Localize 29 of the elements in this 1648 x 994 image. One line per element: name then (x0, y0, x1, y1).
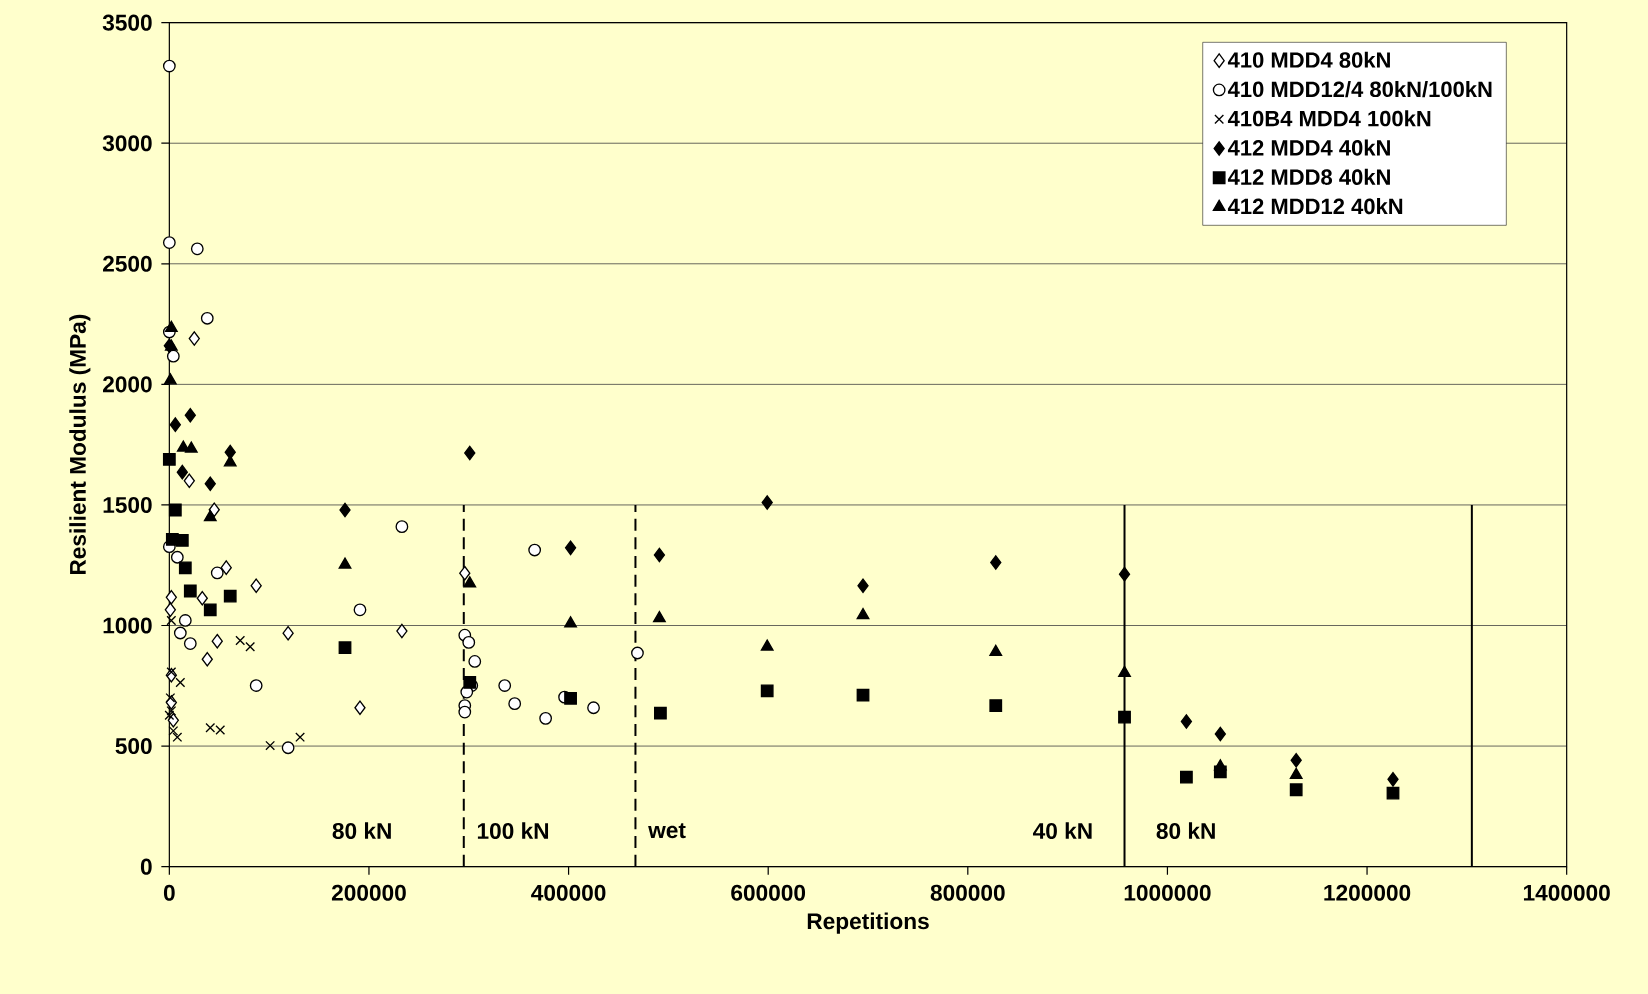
y-tick-label: 3500 (102, 14, 152, 31)
x-tick-label: 1000000 (1124, 884, 1211, 901)
legend-label: 410B4 MDD4 100kN (1227, 110, 1431, 127)
y-tick-label: 3000 (102, 135, 152, 152)
x-tick-label: 1200000 (1324, 884, 1411, 901)
x-tick-label: 0 (163, 884, 175, 901)
legend-label: 410 MDD4 80kN (1227, 51, 1390, 68)
y-axis-title: Resilient Modulus (MPa) (69, 314, 91, 575)
y-tick-label: 500 (115, 738, 152, 755)
annotation: wet (648, 823, 686, 839)
x-tick-label: 800000 (930, 884, 1005, 901)
annotation: 80 kN (332, 822, 391, 839)
annotation: 80 kN (1156, 822, 1215, 839)
annotation: 40 kN (1032, 822, 1092, 839)
y-tick-label: 0 (140, 858, 152, 875)
x-axis-title: Repetitions (807, 912, 929, 934)
annotation: 100 kN (477, 822, 549, 839)
x-tick-label: 1400000 (1523, 884, 1610, 901)
legend-label: 410 MDD12/4 80kN/100kN (1227, 80, 1492, 98)
y-tick-label: 2000 (103, 376, 152, 393)
legend-label: 412 MDD12 40kN (1227, 198, 1403, 215)
legend-label: 412 MDD4 40kN (1227, 139, 1390, 156)
x-tick-label: 600000 (731, 884, 806, 901)
y-tick-label: 2500 (103, 255, 152, 272)
x-tick-label: 200000 (331, 884, 406, 901)
y-tick-label: 1000 (103, 617, 152, 634)
x-tick-label: 400000 (531, 884, 606, 901)
legend-label: 412 MDD8 40kN (1227, 168, 1390, 185)
y-tick-label: 1500 (103, 496, 152, 513)
